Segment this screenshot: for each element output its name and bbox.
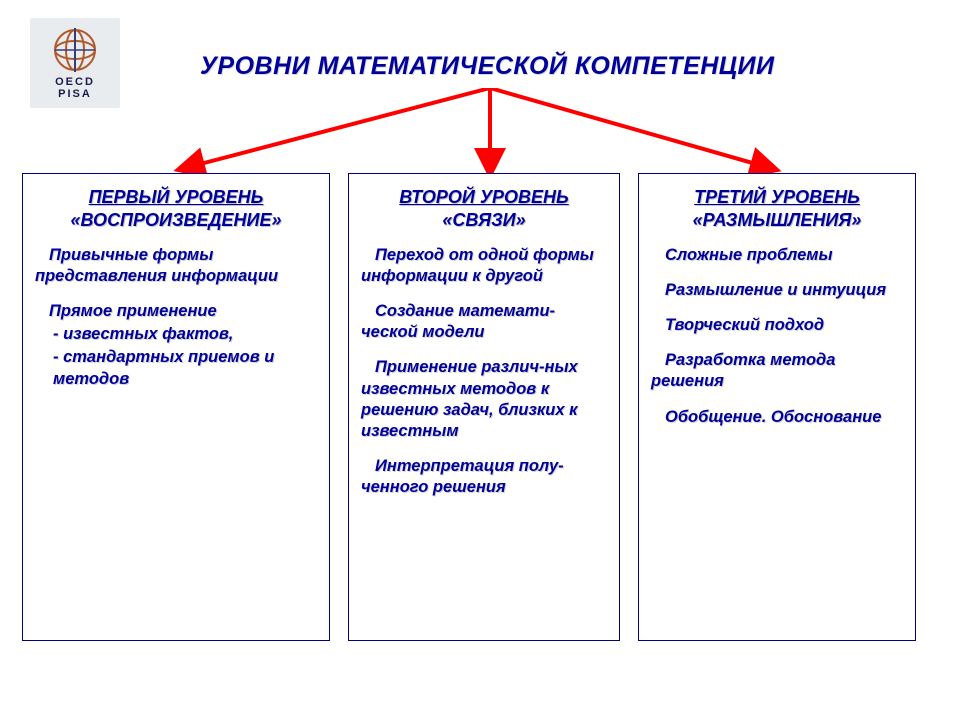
list-item: Обобщение. Обоснование — [651, 407, 903, 428]
logo-line1: OECD — [55, 76, 95, 88]
list-item: Размышление и интуиция — [651, 280, 903, 301]
col1-body: Привычные формы представления информации… — [35, 245, 317, 390]
list-item: Применение различ-ных известных методов … — [361, 357, 607, 441]
oecd-pisa-logo: OECD PISA — [30, 18, 120, 108]
list-subitem: - известных фактов, — [35, 324, 317, 345]
column-level-3: ТРЕТИЙ УРОВЕНЬ «РАЗМЫШЛЕНИЯ» Сложные про… — [638, 173, 916, 641]
list-item: Привычные формы представления информации — [35, 245, 317, 287]
list-item: Сложные проблемы — [651, 245, 903, 266]
col1-title: ПЕРВЫЙ УРОВЕНЬ «ВОСПРОИЗВЕДЕНИЕ» — [35, 186, 317, 231]
col1-title-line2: «ВОСПРОИЗВЕДЕНИЕ» — [35, 209, 317, 232]
page-title: УРОВНИ МАТЕМАТИЧЕСКОЙ КОМПЕТЕНЦИИ — [200, 52, 774, 81]
list-subitem: - стандартных приемов и методов — [35, 347, 317, 389]
col3-title-line2: «РАЗМЫШЛЕНИЯ» — [651, 209, 903, 232]
col2-title: ВТОРОЙ УРОВЕНЬ «СВЯЗИ» — [361, 186, 607, 231]
col3-body: Сложные проблемы Размышление и интуиция Тв… — [651, 245, 903, 428]
col1-title-line1: ПЕРВЫЙ УРОВЕНЬ — [35, 186, 317, 209]
column-level-2: ВТОРОЙ УРОВЕНЬ «СВЯЗИ» Переход от одной … — [348, 173, 620, 641]
col2-body: Переход от одной формы информации к друг… — [361, 245, 607, 498]
globe-icon — [51, 26, 99, 74]
col3-title-line1: ТРЕТИЙ УРОВЕНЬ — [651, 186, 903, 209]
list-item: Творческий подход — [651, 315, 903, 336]
list-item: Создание математи-ческой модели — [361, 301, 607, 343]
list-item: Переход от одной формы информации к друг… — [361, 245, 607, 287]
list-item: Прямое применение- известных фактов,- ст… — [35, 301, 317, 389]
logo-text: OECD PISA — [55, 76, 95, 100]
list-item: Интерпретация полу-ченного решения — [361, 456, 607, 498]
arrows-svg — [0, 88, 960, 173]
list-item: Разработка метода решения — [651, 350, 903, 392]
columns-container: ПЕРВЫЙ УРОВЕНЬ «ВОСПРОИЗВЕДЕНИЕ» Привычн… — [22, 173, 938, 641]
col2-title-line1: ВТОРОЙ УРОВЕНЬ — [361, 186, 607, 209]
logo-line2: PISA — [58, 88, 92, 100]
col2-title-line2: «СВЯЗИ» — [361, 209, 607, 232]
column-level-1: ПЕРВЫЙ УРОВЕНЬ «ВОСПРОИЗВЕДЕНИЕ» Привычн… — [22, 173, 330, 641]
col3-title: ТРЕТИЙ УРОВЕНЬ «РАЗМЫШЛЕНИЯ» — [651, 186, 903, 231]
